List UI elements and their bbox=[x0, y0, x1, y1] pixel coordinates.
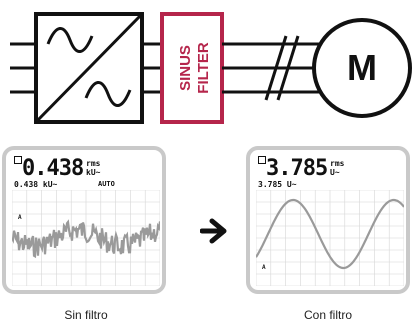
left-unit: kU~ bbox=[86, 168, 101, 177]
left-channel-marker: A bbox=[18, 214, 22, 221]
record-icon bbox=[258, 156, 266, 164]
record-icon bbox=[14, 156, 22, 164]
right-unit-rms: rms bbox=[330, 159, 345, 168]
right-unit: U~ bbox=[330, 168, 340, 177]
right-readout: 3.785 rms U~ 3.785 U~ bbox=[258, 156, 344, 189]
right-meter-screen: 3.785 rms U~ 3.785 U~ A bbox=[246, 146, 410, 294]
ac-wave-icon bbox=[46, 27, 94, 53]
noisy-waveform bbox=[12, 219, 160, 259]
system-diagram: SINUS FILTER M bbox=[10, 12, 412, 124]
inverter-to-filter-lines bbox=[142, 42, 162, 94]
left-mode: AUTO bbox=[98, 180, 115, 188]
input-lines bbox=[10, 42, 36, 94]
right-scope-grid bbox=[256, 190, 404, 286]
left-scope-grid bbox=[12, 190, 160, 286]
sinus-filter-box bbox=[160, 12, 224, 124]
motor-circle bbox=[312, 18, 412, 118]
right-channel-marker: A bbox=[262, 264, 266, 271]
inverter-diagonal bbox=[34, 12, 144, 124]
right-sub-value: 3.785 U~ bbox=[258, 180, 297, 189]
sine-waveform bbox=[256, 198, 404, 270]
left-unit-rms: rms bbox=[86, 159, 101, 168]
motor-label: M bbox=[347, 47, 377, 88]
right-caption: Con filtro bbox=[303, 308, 353, 322]
arrow-icon bbox=[200, 218, 227, 244]
right-main-value: 3.785 bbox=[266, 156, 328, 181]
left-readout: 0.438 rms kU~ 0.438 kU~ AUTO bbox=[14, 156, 115, 189]
sinus-filter-label-2: FILTER bbox=[195, 42, 212, 94]
filter-to-motor-lines bbox=[222, 42, 330, 94]
left-sub-value: 0.438 kU~ bbox=[14, 180, 58, 189]
ac-wave-icon-output bbox=[84, 81, 132, 107]
left-meter-screen: 0.438 rms kU~ 0.438 kU~ AUTO A bbox=[2, 146, 166, 294]
left-caption: Sin filtro bbox=[64, 308, 108, 322]
cable-break-slashes bbox=[264, 35, 300, 101]
left-main-value: 0.438 bbox=[22, 156, 84, 181]
sinus-filter-label-1: SINUS bbox=[177, 45, 194, 91]
